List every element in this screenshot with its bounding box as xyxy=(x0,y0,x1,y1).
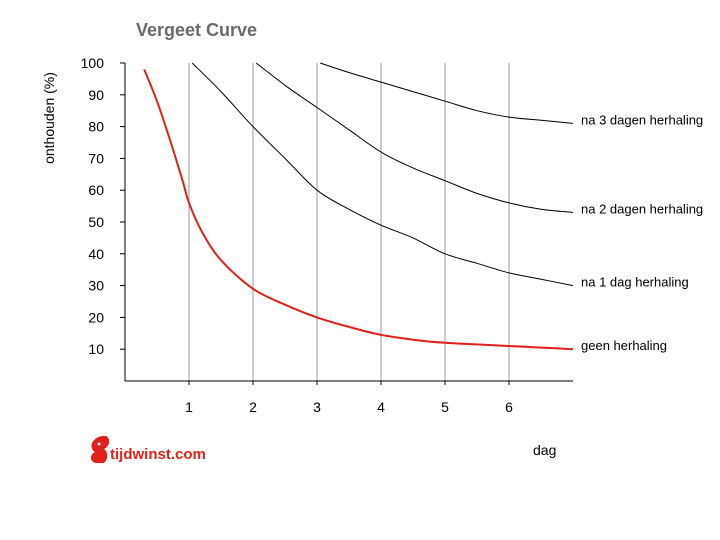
y-tick-label-10: 10 xyxy=(88,341,104,357)
x-tick-label-1: 1 xyxy=(185,399,193,415)
y-tick-label-50: 50 xyxy=(88,214,104,230)
y-axis-label: onthouden (%) xyxy=(41,72,57,164)
axes xyxy=(120,62,573,385)
series-label-geen-herhaling: geen herhaling xyxy=(581,338,667,353)
series-line-geen-herhaling xyxy=(143,69,574,351)
series-label-na-3-dagen-herhaling: na 3 dagen herhaling xyxy=(581,112,703,127)
y-tick-label-30: 30 xyxy=(88,278,104,294)
y-tick-label-20: 20 xyxy=(88,309,104,325)
y-tick-label-100: 100 xyxy=(81,55,105,71)
series-label-na-2-dagen-herhaling: na 2 dagen herhaling xyxy=(581,201,703,216)
x-tick-label-2: 2 xyxy=(249,399,257,415)
series-line-na-2-dagen-herhaling xyxy=(255,62,574,213)
series-label-na-1-dag-herhaling: na 1 dag herhaling xyxy=(581,275,689,290)
series-line-na-3-dagen-herhaling xyxy=(320,62,574,124)
logo: tijdwinst.com xyxy=(90,436,206,463)
chart-title: Vergeet Curve xyxy=(136,20,257,40)
squirrel-icon xyxy=(90,436,110,463)
y-tick-labels: 10 20 30 40 50 60 70 80 90 100 xyxy=(81,55,105,357)
series-lines xyxy=(143,62,574,351)
logo-text: tijdwinst.com xyxy=(110,446,206,463)
x-axis-label: dag xyxy=(533,442,556,458)
x-tick-label-4: 4 xyxy=(377,399,385,415)
series-line-na-1-dag-herhaling xyxy=(191,62,574,287)
y-tick-label-40: 40 xyxy=(88,246,104,262)
x-tick-labels: 1 2 3 4 5 6 xyxy=(185,399,513,415)
x-tick-label-5: 5 xyxy=(441,399,449,415)
y-tick-label-60: 60 xyxy=(88,182,104,198)
series-labels: geen herhaling na 1 dag herhaling na 2 dag… xyxy=(581,112,703,353)
y-tick-label-90: 90 xyxy=(88,87,104,103)
x-tick-label-3: 3 xyxy=(313,399,321,415)
vertical-gridlines xyxy=(188,63,510,381)
y-tick-label-70: 70 xyxy=(88,150,104,166)
y-tick-label-80: 80 xyxy=(88,119,104,135)
x-tick-label-6: 6 xyxy=(505,399,513,415)
